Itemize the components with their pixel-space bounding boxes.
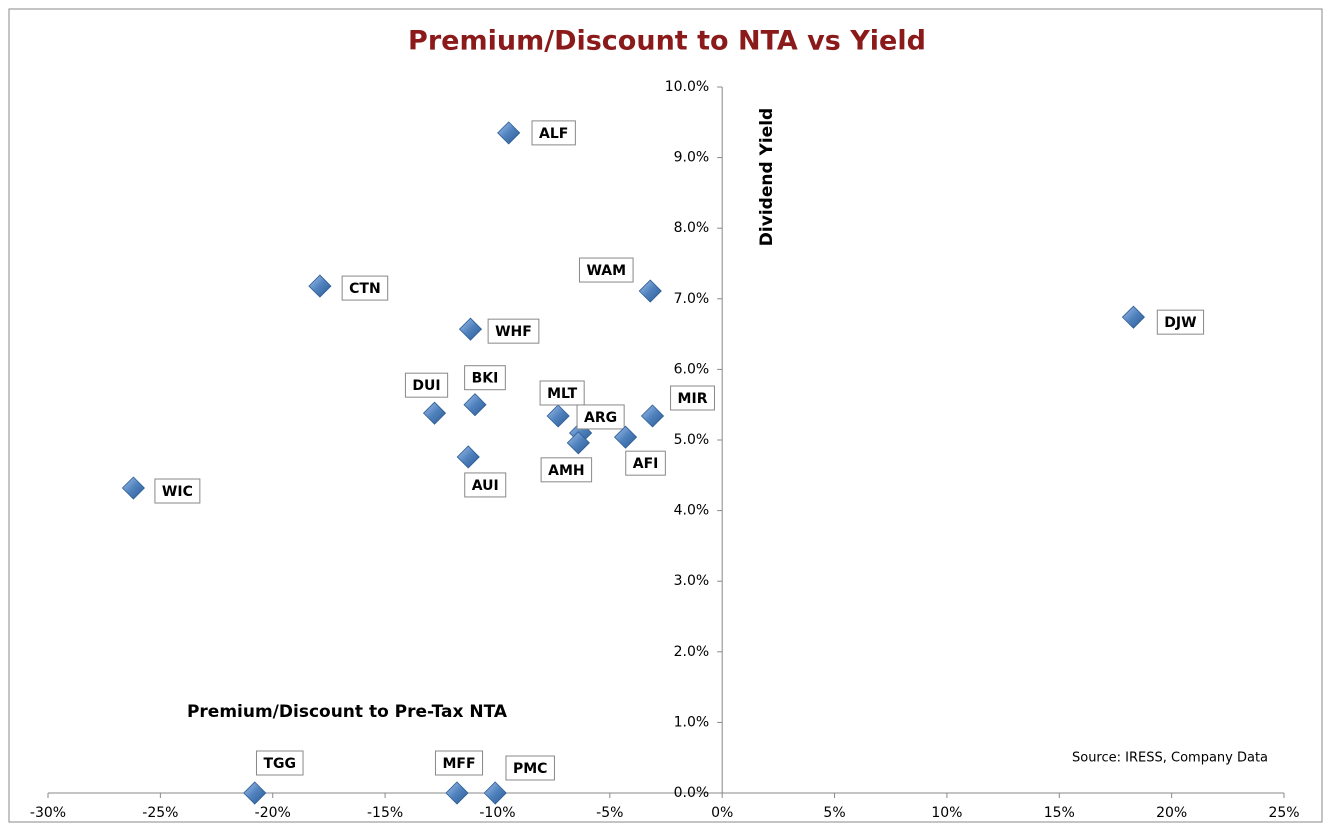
- point-label: WAM: [586, 263, 626, 279]
- label-box: [505, 755, 555, 781]
- label-box: [255, 750, 304, 776]
- point-label: AMH: [548, 463, 584, 479]
- label-box: [531, 120, 576, 146]
- y-tick-label: 7.0%: [674, 291, 710, 307]
- label-box: [341, 275, 389, 301]
- point-label: CTN: [349, 281, 381, 297]
- x-tick-label: 25%: [1268, 805, 1299, 821]
- y-tick-label: 9.0%: [674, 150, 710, 166]
- label-box: [540, 457, 593, 483]
- marker: [243, 781, 267, 805]
- label-box: [578, 257, 634, 283]
- point-label: DJW: [1164, 315, 1196, 331]
- label-box: [487, 318, 540, 344]
- x-tick-label: -25%: [142, 805, 178, 821]
- label-box: [670, 385, 715, 411]
- marker: [566, 431, 590, 455]
- y-tick-label: 0.0%: [674, 785, 710, 801]
- chart-title: Premium/Discount to NTA vs Yield: [408, 26, 926, 57]
- label-box: [625, 450, 666, 476]
- point-label: AUI: [472, 478, 499, 494]
- y-tick-label: 6.0%: [674, 361, 710, 377]
- y-tick-label: 4.0%: [674, 503, 710, 519]
- x-tick-label: 0%: [711, 805, 733, 821]
- point-label: ALF: [539, 126, 568, 142]
- source-note: Source: IRESS, Company Data: [1072, 751, 1268, 766]
- y-tick-label: 3.0%: [674, 573, 710, 589]
- label-box: [1156, 309, 1205, 335]
- y-tick-label: 2.0%: [674, 644, 710, 660]
- marker: [497, 121, 521, 145]
- y-tick-label: 8.0%: [674, 220, 710, 236]
- marker: [613, 425, 638, 449]
- point-label: AFI: [633, 456, 659, 472]
- marker: [1121, 305, 1145, 329]
- point-label: TGG: [263, 756, 296, 772]
- point-label: BKI: [472, 371, 499, 387]
- point-label: WIC: [162, 484, 193, 500]
- x-tick-label: -15%: [367, 805, 403, 821]
- x-tick-label: -10%: [479, 805, 515, 821]
- marker: [422, 401, 447, 425]
- point-label: MLT: [547, 386, 578, 402]
- marker: [463, 393, 487, 417]
- x-axis-title: Premium/Discount to Pre-Tax NTA: [187, 702, 508, 722]
- x-tick-label: 10%: [931, 805, 962, 821]
- point-label: MFF: [442, 756, 475, 772]
- label-box: [539, 380, 585, 406]
- y-tick-label: 5.0%: [674, 432, 710, 448]
- marker: [638, 279, 662, 303]
- point-label: WHF: [495, 324, 532, 340]
- label-box: [434, 750, 484, 776]
- label-box: [404, 372, 449, 398]
- y-axis-title: Dividend Yield: [757, 108, 777, 246]
- marker: [640, 404, 665, 428]
- marker: [458, 317, 483, 341]
- marker: [445, 781, 469, 805]
- chart-border: [8, 8, 1323, 823]
- label-box: [576, 404, 625, 430]
- label-box: [464, 472, 507, 498]
- y-tick-label: 1.0%: [674, 714, 710, 730]
- x-tick-label: -5%: [596, 805, 623, 821]
- y-tick-label: 10.0%: [665, 79, 709, 95]
- point-label: DUI: [412, 378, 440, 394]
- x-tick-label: 5%: [823, 805, 845, 821]
- marker: [308, 274, 332, 298]
- x-tick-label: -30%: [30, 805, 66, 821]
- marker: [456, 445, 480, 469]
- label-box: [154, 478, 201, 504]
- x-tick-label: 15%: [1044, 805, 1075, 821]
- marker: [121, 476, 145, 500]
- marker: [483, 781, 507, 805]
- x-tick-label: 20%: [1156, 805, 1187, 821]
- point-label: MIR: [678, 391, 708, 407]
- x-tick-label: -20%: [255, 805, 291, 821]
- point-label: PMC: [513, 761, 547, 777]
- point-label: ARG: [584, 410, 617, 426]
- marker: [546, 404, 570, 428]
- label-box: [464, 365, 506, 391]
